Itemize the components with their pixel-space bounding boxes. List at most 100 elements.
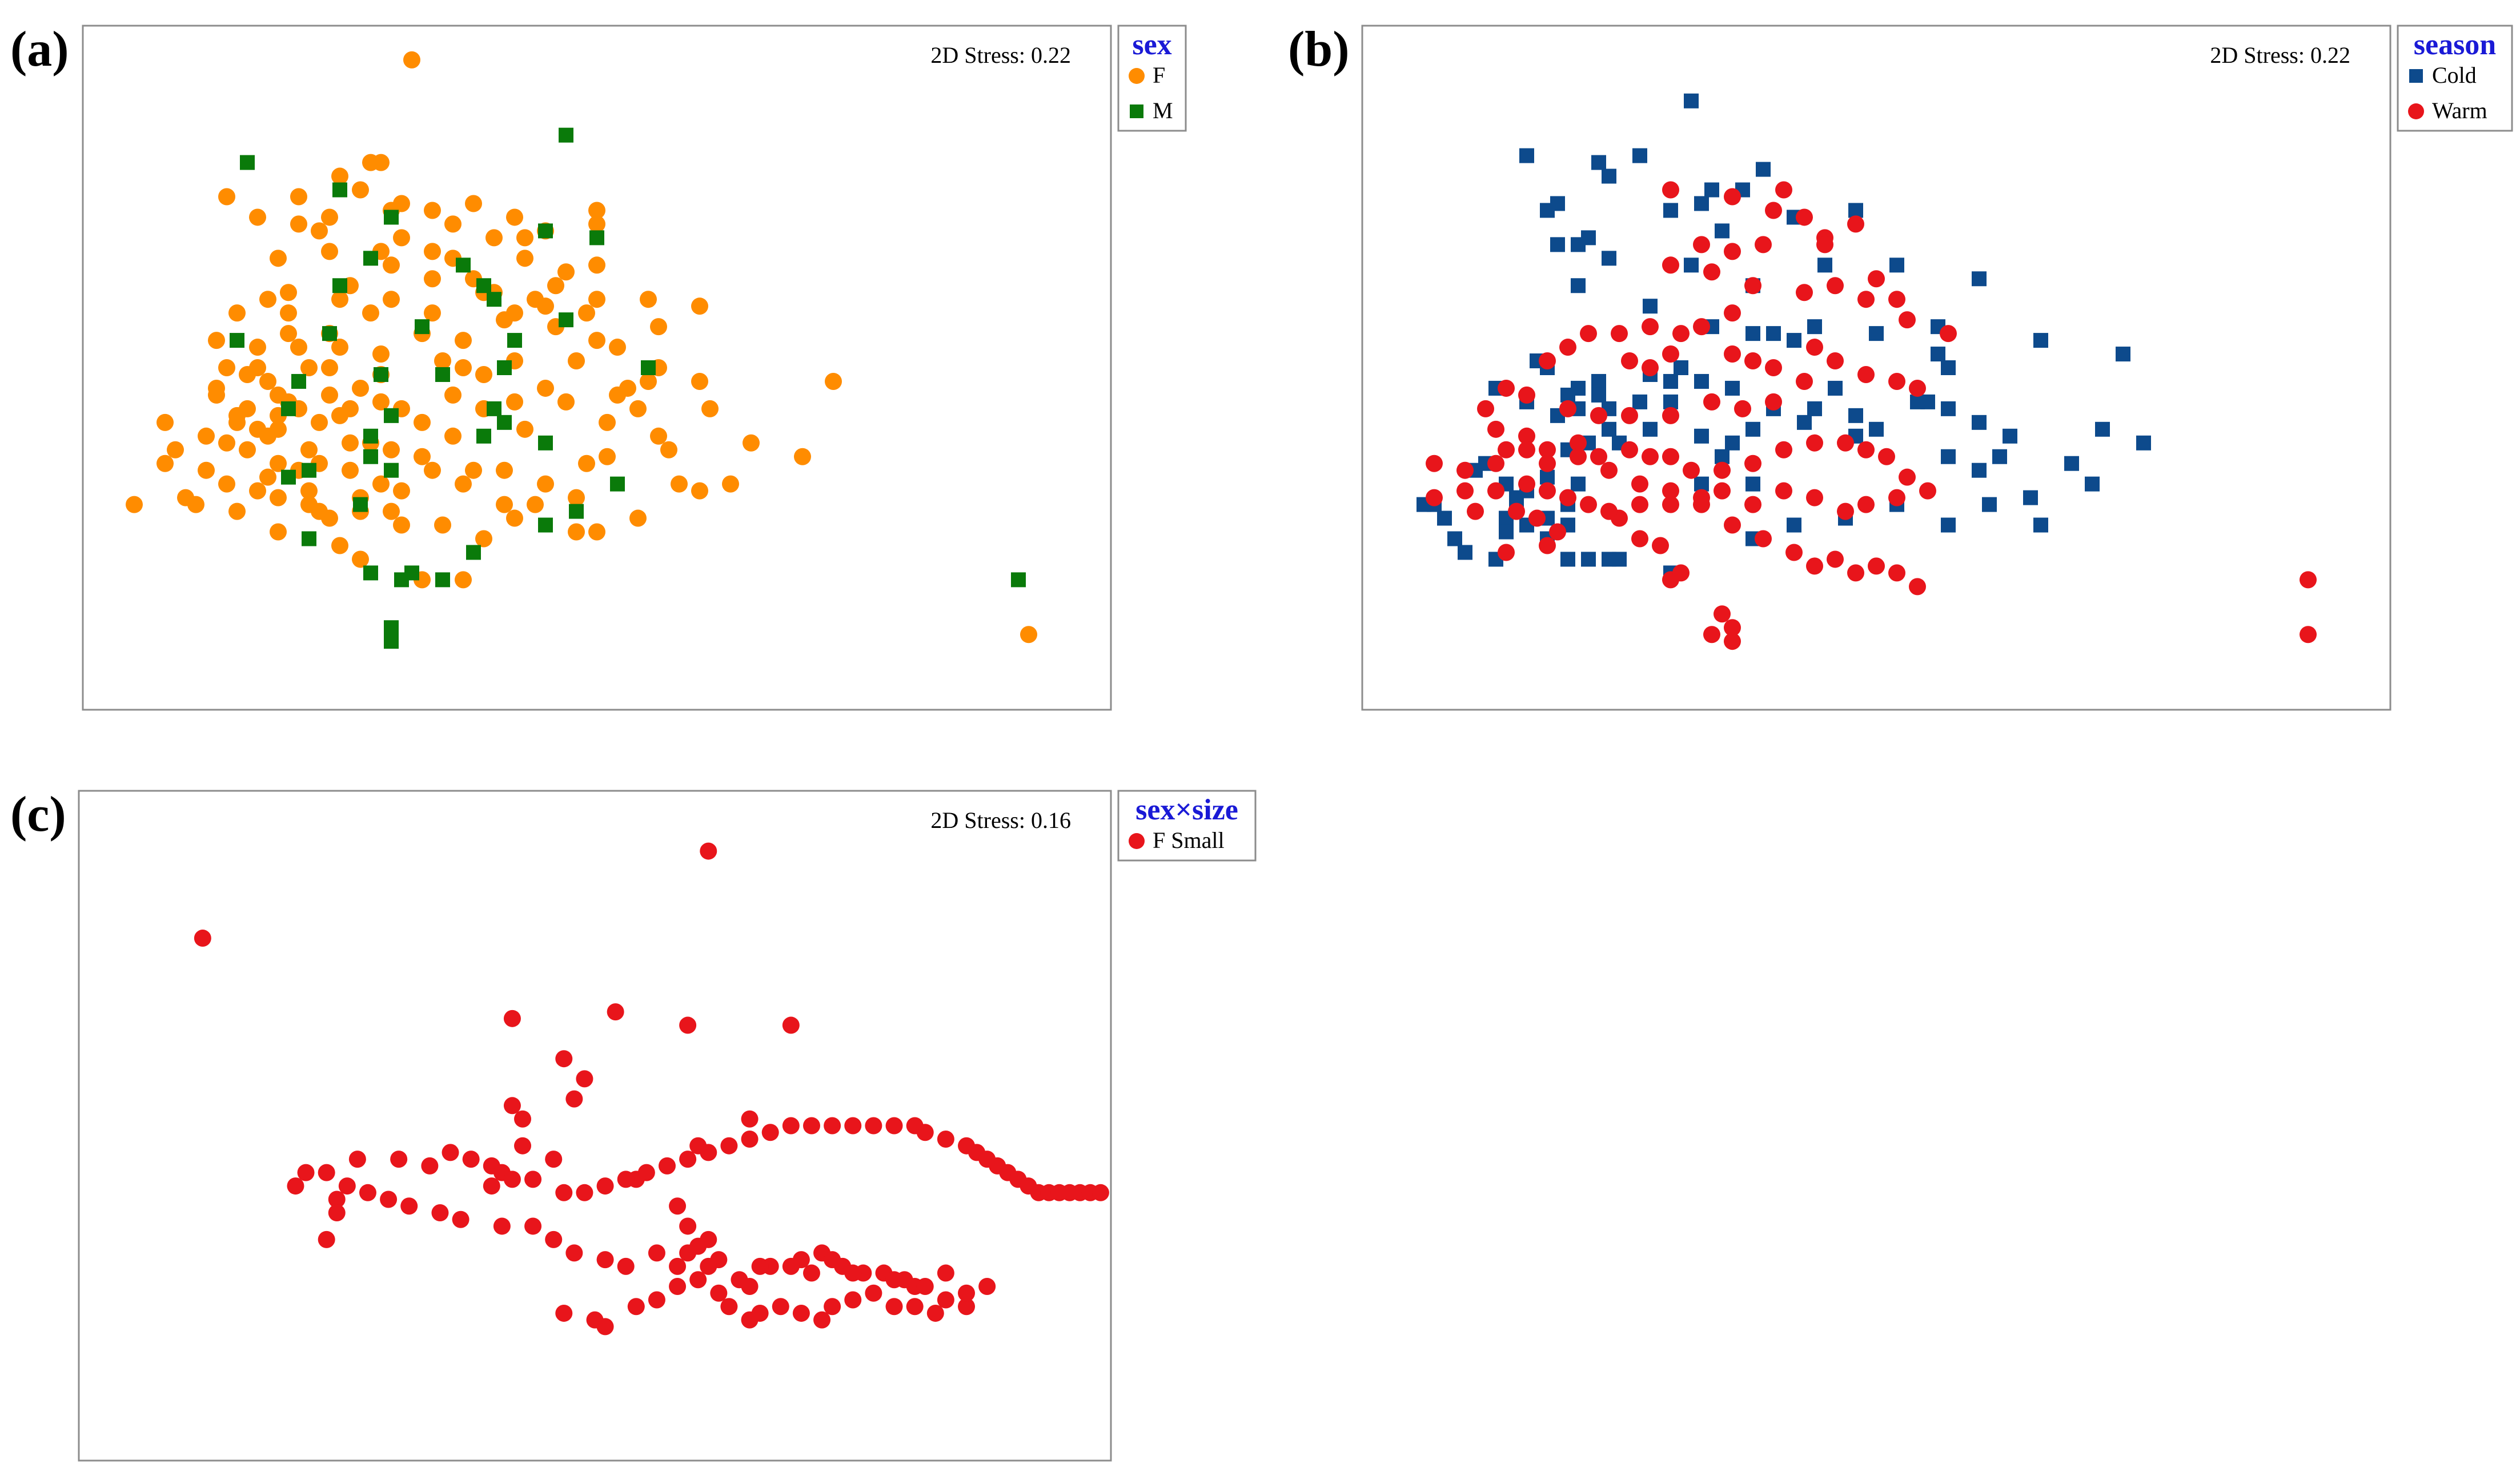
point-m xyxy=(538,517,553,533)
point-f-small xyxy=(617,1257,635,1275)
point-f xyxy=(372,345,390,363)
point-f-small xyxy=(710,1284,728,1302)
point-f-small xyxy=(679,1244,697,1262)
point-warm xyxy=(1755,236,1772,254)
point-f-small xyxy=(937,1130,954,1148)
point-f xyxy=(352,379,369,397)
point-f-small xyxy=(958,1298,976,1316)
point-cold xyxy=(2064,456,2079,471)
point-f xyxy=(465,195,482,212)
point-m xyxy=(291,373,306,389)
point-f xyxy=(691,372,708,390)
point-f-small xyxy=(741,1130,759,1148)
point-f-small xyxy=(906,1298,924,1316)
point-f-small xyxy=(658,1157,676,1175)
point-m xyxy=(476,278,491,293)
point-f-small xyxy=(462,1151,480,1168)
point-f xyxy=(588,215,605,233)
point-cold xyxy=(1571,380,1586,396)
point-f xyxy=(506,304,523,322)
point-cold xyxy=(1848,203,1863,218)
point-warm xyxy=(1487,455,1504,472)
point-warm xyxy=(1765,202,1782,219)
point-f-small xyxy=(937,1291,954,1309)
point-f xyxy=(157,413,174,431)
point-m xyxy=(415,319,430,335)
point-cold xyxy=(1766,326,1781,341)
point-warm xyxy=(1765,359,1782,376)
point-m xyxy=(487,401,501,416)
plot-frame xyxy=(1361,25,2391,711)
point-f xyxy=(485,229,503,247)
point-warm xyxy=(1518,441,1535,459)
legend-marker xyxy=(1129,833,1145,849)
point-warm xyxy=(1508,502,1525,520)
point-cold xyxy=(1437,510,1452,526)
point-cold xyxy=(1663,373,1678,389)
point-f xyxy=(743,434,760,452)
point-f xyxy=(259,427,276,445)
point-warm xyxy=(1878,448,1895,465)
point-warm xyxy=(1827,550,1844,568)
point-f xyxy=(270,386,287,404)
point-m xyxy=(538,223,553,239)
point-f-small xyxy=(514,1110,532,1128)
point-f-small xyxy=(297,1164,315,1181)
panel-label: (b) xyxy=(1288,22,1350,77)
point-m xyxy=(332,182,347,198)
point-f-small xyxy=(555,1184,573,1201)
point-warm xyxy=(1857,291,1875,308)
point-warm xyxy=(1919,482,1936,500)
point-cold xyxy=(1704,182,1719,198)
point-cold xyxy=(2033,517,2048,533)
point-cold xyxy=(1972,271,1987,287)
point-f xyxy=(311,222,328,240)
point-warm xyxy=(1498,544,1515,561)
point-f-small xyxy=(751,1257,769,1275)
point-cold xyxy=(1725,380,1740,396)
point-f xyxy=(557,263,575,281)
legend-marker xyxy=(2408,103,2424,119)
point-f xyxy=(259,468,276,486)
point-f-small xyxy=(885,1298,903,1316)
legend-marker xyxy=(1130,104,1143,118)
point-f-small xyxy=(844,1264,862,1282)
point-warm xyxy=(1888,489,1905,506)
point-f xyxy=(434,516,451,534)
point-f xyxy=(290,215,307,233)
point-warm xyxy=(1426,455,1443,472)
point-warm xyxy=(1652,537,1669,554)
point-f-small xyxy=(503,1010,521,1027)
point-f xyxy=(609,339,626,356)
point-warm xyxy=(1642,318,1659,336)
point-f-small xyxy=(287,1177,304,1195)
point-f xyxy=(537,379,554,397)
point-warm xyxy=(1487,420,1504,438)
point-f xyxy=(506,393,523,411)
point-warm xyxy=(1631,496,1648,513)
point-m xyxy=(1011,572,1026,588)
point-f-small xyxy=(916,1124,934,1141)
point-cold xyxy=(1941,401,1956,416)
legend-item: F Small xyxy=(1153,827,1225,853)
point-f xyxy=(434,352,451,370)
point-f xyxy=(475,530,492,548)
point-f xyxy=(650,427,667,445)
point-f-small xyxy=(637,1164,655,1181)
point-m xyxy=(363,251,378,266)
point-f xyxy=(300,482,318,500)
point-cold xyxy=(1817,258,1832,273)
point-warm xyxy=(1940,325,1957,343)
point-f-small xyxy=(958,1284,976,1302)
point-m xyxy=(240,155,255,170)
point-f-small xyxy=(824,1298,841,1316)
point-cold xyxy=(1458,545,1472,560)
point-f xyxy=(259,291,276,308)
point-f-small xyxy=(761,1124,779,1141)
point-cold xyxy=(1571,278,1586,293)
point-f xyxy=(578,455,595,472)
point-warm xyxy=(1467,502,1484,520)
